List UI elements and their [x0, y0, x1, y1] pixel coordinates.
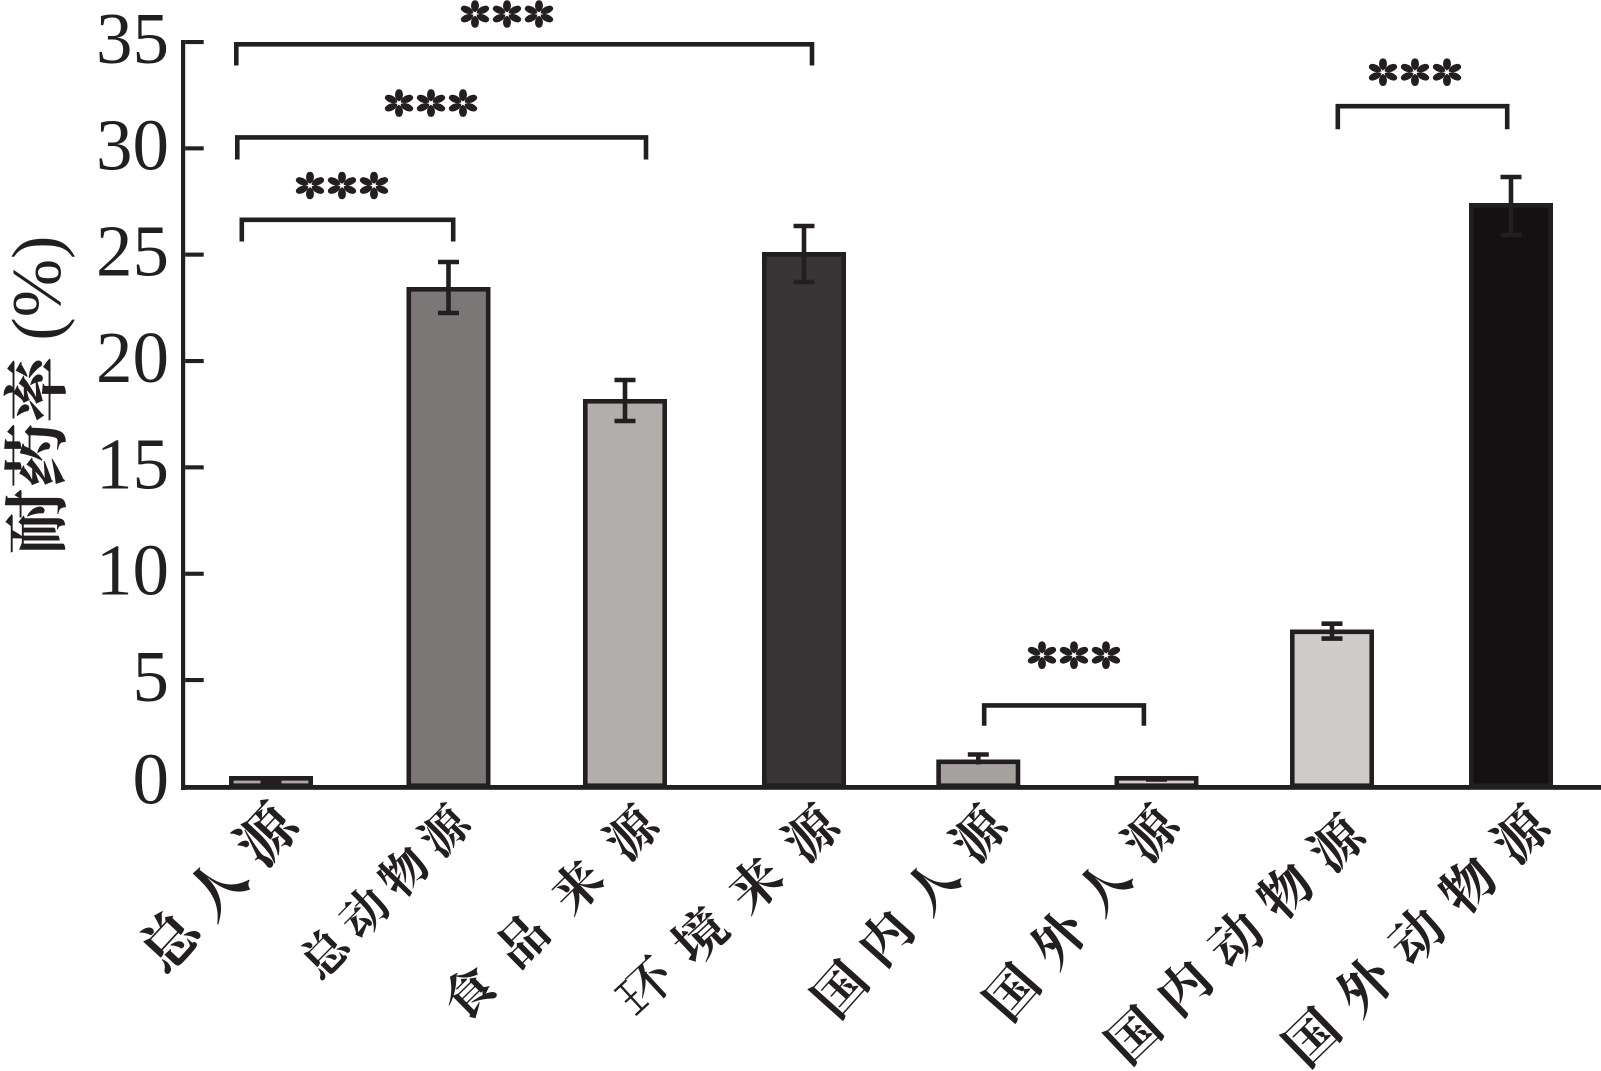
svg-text:0: 0 — [133, 738, 170, 819]
svg-text:(%): (%) — [0, 236, 76, 341]
svg-text:15: 15 — [96, 423, 169, 504]
svg-text:10: 10 — [96, 530, 169, 611]
svg-text:35: 35 — [96, 0, 169, 79]
svg-text:5: 5 — [133, 636, 170, 717]
svg-text:20: 20 — [96, 317, 169, 398]
svg-text:30: 30 — [96, 104, 169, 185]
svg-text:25: 25 — [96, 211, 169, 292]
